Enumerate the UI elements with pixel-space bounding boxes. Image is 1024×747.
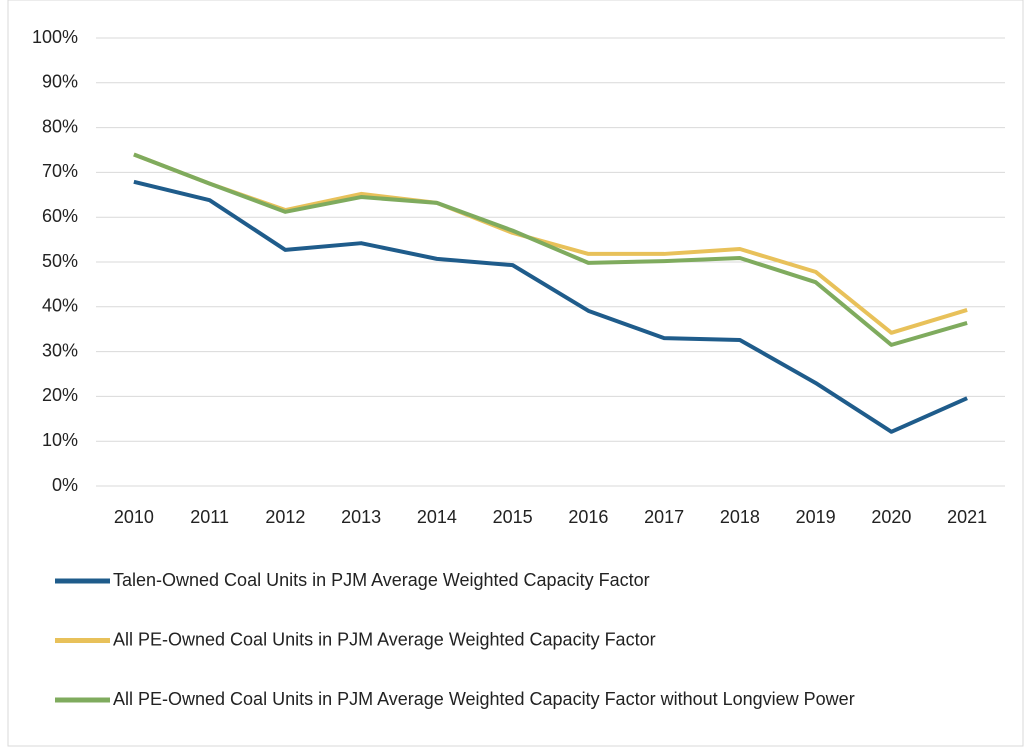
x-tick-label: 2020 [871,507,911,527]
x-tick-label: 2018 [720,507,760,527]
legend-label: All PE-Owned Coal Units in PJM Average W… [113,689,855,709]
x-tick-label: 2010 [114,507,154,527]
x-tick-label: 2021 [947,507,987,527]
x-tick-label: 2015 [493,507,533,527]
y-tick-label: 10% [42,430,78,450]
x-tick-label: 2017 [644,507,684,527]
series-line [133,179,968,434]
y-tick-label: 40% [42,296,78,316]
y-tick-label: 60% [42,206,78,226]
y-tick-label: 90% [42,72,78,92]
x-tick-label: 2013 [341,507,381,527]
y-tick-label: 70% [42,161,78,181]
legend-label: All PE-Owned Coal Units in PJM Average W… [113,629,656,649]
chart-frame [7,0,1024,747]
y-tick-label: 0% [52,475,78,495]
series-line [133,152,968,347]
x-tick-label: 2014 [417,507,457,527]
y-tick-label: 80% [42,116,78,136]
x-tick-label: 2016 [568,507,608,527]
legend-label: Talen-Owned Coal Units in PJM Average We… [113,570,650,590]
y-tick-label: 20% [42,385,78,405]
y-tick-label: 30% [42,340,78,360]
y-tick-label: 100% [32,27,78,47]
y-tick-label: 50% [42,251,78,271]
x-tick-label: 2019 [796,507,836,527]
x-tick-label: 2012 [265,507,305,527]
x-tick-label: 2011 [190,507,229,527]
